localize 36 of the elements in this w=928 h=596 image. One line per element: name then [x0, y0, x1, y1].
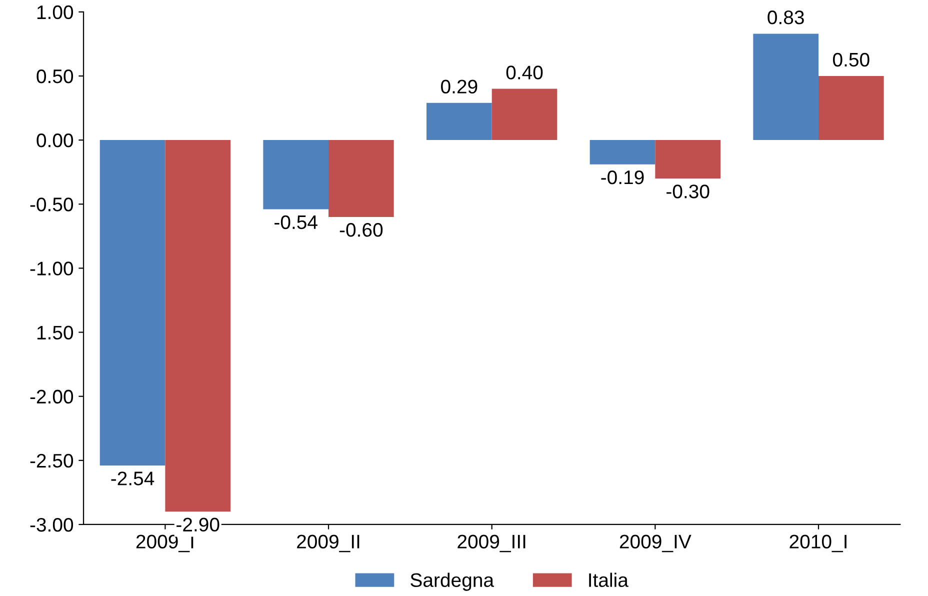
bar: [753, 34, 818, 140]
data-label: -0.60: [340, 223, 383, 237]
y-tick-label: -2.50: [30, 454, 74, 468]
y-tick-label: -3.00: [30, 518, 74, 532]
data-label: 0.29: [441, 80, 478, 94]
x-tick-label: 2009_II: [297, 534, 360, 552]
bar: [263, 140, 329, 210]
bar: [165, 140, 231, 512]
y-tick-label: -0.50: [30, 198, 74, 212]
y-tick-label: 1.00: [37, 5, 74, 20]
bar: [818, 76, 884, 140]
y-tick-label: 0.50: [36, 69, 74, 84]
data-label: 0.50: [833, 52, 870, 67]
bar: [590, 140, 656, 164]
data-label: -0.19: [601, 170, 644, 184]
bar: [426, 102, 492, 140]
data-label: 0.40: [506, 66, 543, 80]
y-tick-label: 0.00: [36, 134, 74, 148]
data-label: -2.54: [111, 472, 154, 486]
bar: [655, 140, 720, 178]
bar: [492, 88, 558, 140]
legend-label: Sardegna: [410, 572, 494, 591]
bar: [328, 140, 394, 217]
data-label: 0.83: [768, 10, 804, 24]
y-tick-label: -2.00: [30, 390, 74, 404]
x-tick-label: 2009_III: [458, 534, 526, 552]
x-tick-label: 2009_IV: [620, 534, 692, 552]
y-tick-label: 1.50: [37, 326, 74, 340]
data-label: -0.30: [666, 184, 710, 198]
data-label: -2.90: [176, 518, 220, 532]
y-tick-label: -1.00: [30, 262, 74, 276]
bar: [100, 140, 166, 466]
x-tick-label: 2009_I: [136, 534, 194, 552]
x-tick-label: 2010_I: [790, 534, 846, 552]
legend-label: Italia: [589, 572, 628, 588]
data-label: -0.54: [274, 215, 318, 230]
